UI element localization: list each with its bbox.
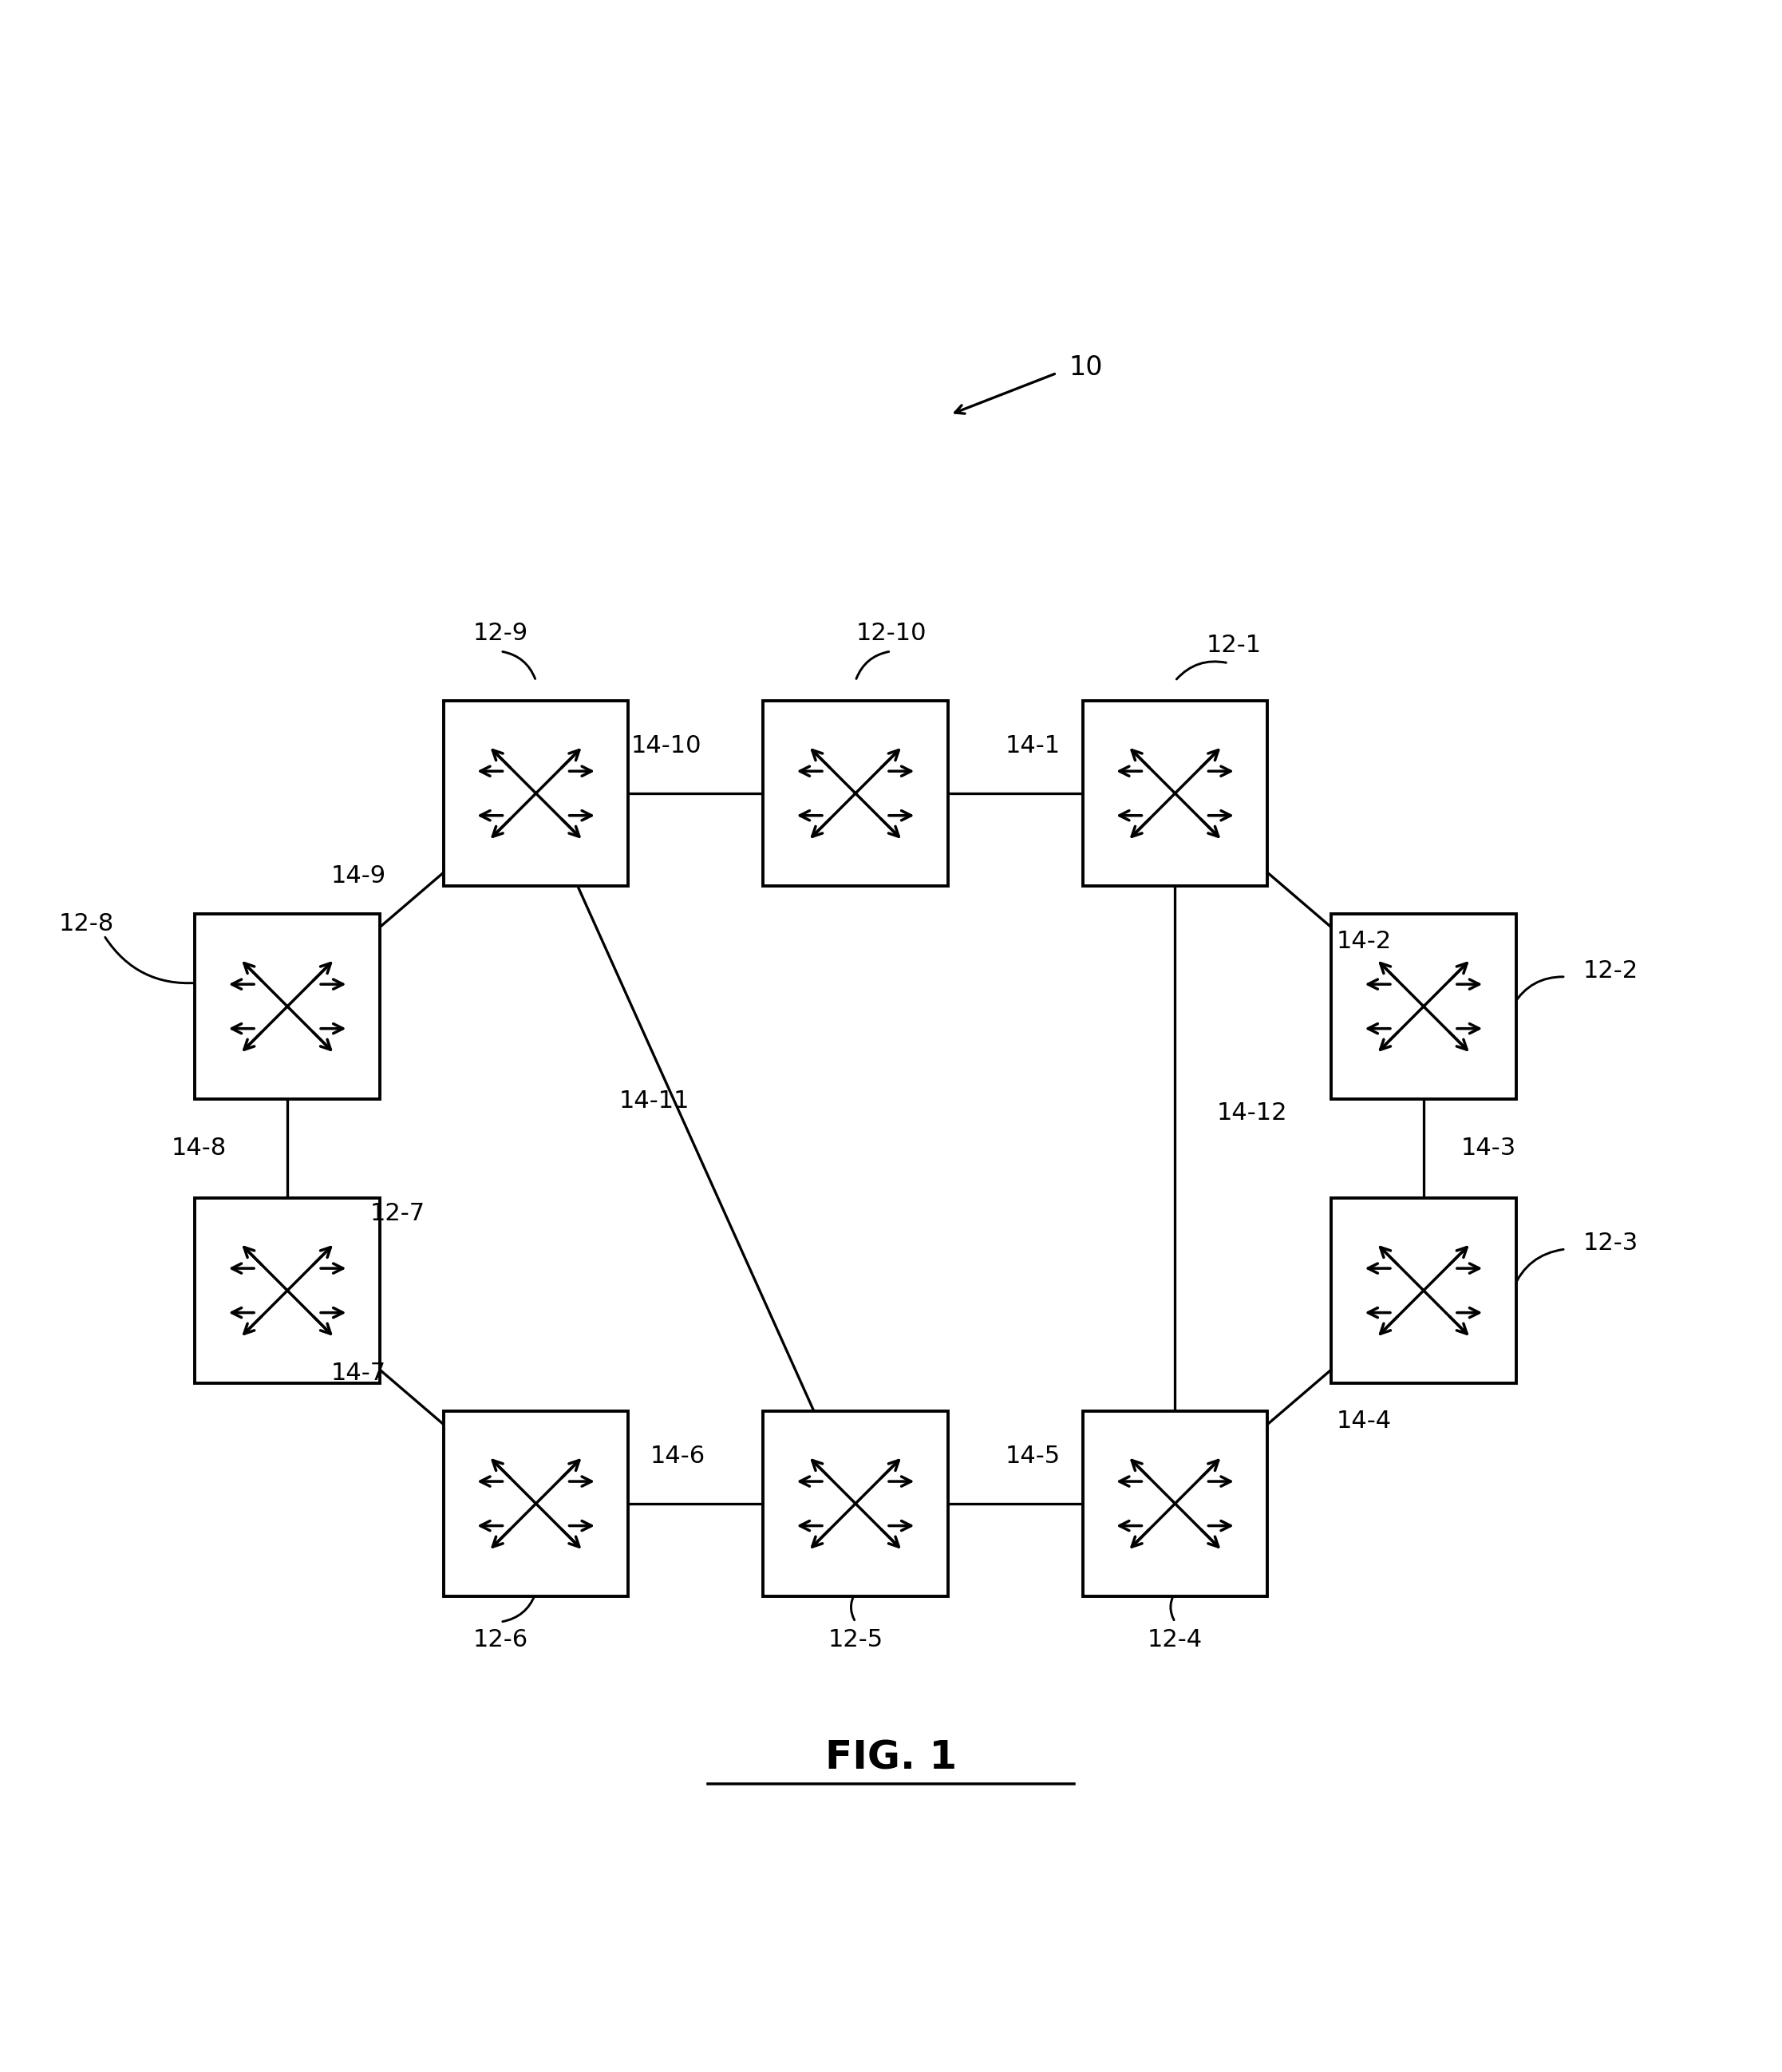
Text: 14-2: 14-2 [1336, 930, 1392, 953]
Text: 14-6: 14-6 [650, 1444, 706, 1467]
Text: 14-8: 14-8 [171, 1138, 226, 1160]
Bar [1083, 1411, 1267, 1595]
Bar [763, 1411, 948, 1595]
Text: 12-6: 12-6 [472, 1629, 527, 1651]
Bar [194, 1198, 380, 1382]
Text: 14-11: 14-11 [618, 1090, 690, 1113]
Text: 12-3: 12-3 [1584, 1231, 1639, 1256]
Text: 12-8: 12-8 [59, 912, 114, 934]
Text: 14-7: 14-7 [331, 1361, 387, 1384]
Text: 12-2: 12-2 [1584, 959, 1639, 982]
Bar [444, 1411, 629, 1595]
Text: 14-12: 14-12 [1217, 1102, 1287, 1125]
Text: FIG. 1: FIG. 1 [825, 1738, 957, 1778]
Text: 12-5: 12-5 [829, 1629, 884, 1651]
Text: 14-4: 14-4 [1336, 1409, 1392, 1432]
Text: 14-1: 14-1 [1005, 733, 1060, 758]
Bar [444, 700, 629, 885]
Text: 12-4: 12-4 [1148, 1629, 1203, 1651]
Text: 14-3: 14-3 [1461, 1138, 1516, 1160]
Text: 12-10: 12-10 [855, 622, 927, 644]
Text: 14-5: 14-5 [1005, 1444, 1060, 1467]
Bar [763, 700, 948, 885]
Text: 12-1: 12-1 [1206, 634, 1262, 657]
Text: 14-10: 14-10 [631, 733, 702, 758]
Bar [1331, 1198, 1516, 1382]
Text: 12-7: 12-7 [371, 1202, 426, 1225]
Text: 10: 10 [1069, 354, 1103, 381]
Text: 12-9: 12-9 [472, 622, 527, 644]
Text: 14-9: 14-9 [331, 864, 387, 887]
Bar [1083, 700, 1267, 885]
Bar [1331, 914, 1516, 1098]
Bar [194, 914, 380, 1098]
